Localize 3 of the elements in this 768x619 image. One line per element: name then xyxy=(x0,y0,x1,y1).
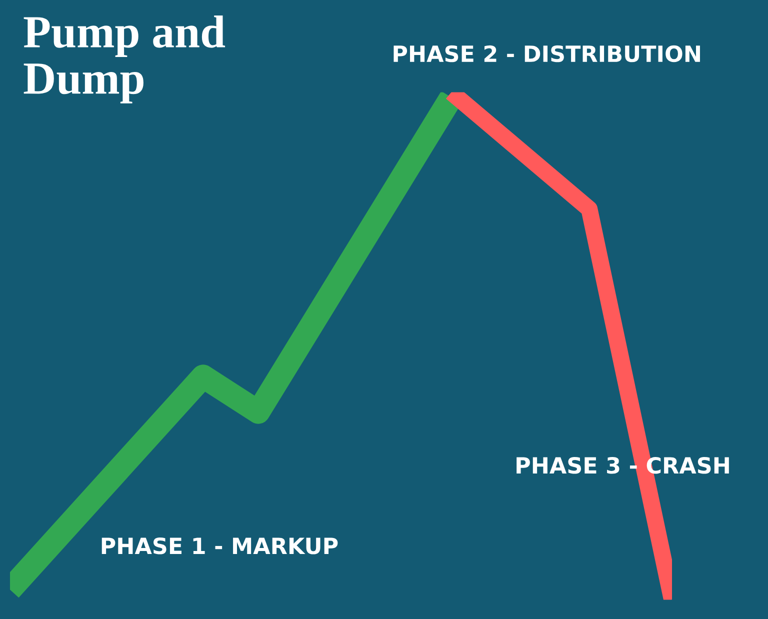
chart-title: Pump and Dump xyxy=(24,15,226,104)
annotation: PHASE 1 - MARKUP xyxy=(102,537,338,554)
text: PHASE 2 - DISTRIBUTION xyxy=(394,45,700,62)
